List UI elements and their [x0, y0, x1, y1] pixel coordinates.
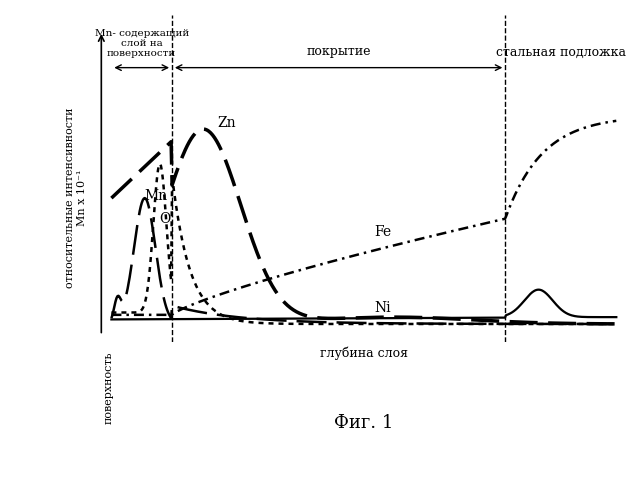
- Line: Mn: Mn: [111, 198, 616, 324]
- Line: Fe: Fe: [111, 121, 616, 315]
- Text: глубина слоя: глубина слоя: [320, 347, 408, 360]
- O: [382, 321, 390, 327]
- Text: Fe: Fe: [374, 226, 391, 239]
- Mn: [612, 321, 620, 327]
- Line: O: O: [111, 164, 616, 324]
- Zn: [601, 321, 609, 327]
- Mn: [601, 321, 609, 327]
- O: [601, 321, 609, 327]
- Fe: [381, 244, 388, 250]
- Ni: [347, 316, 355, 322]
- Text: O: O: [159, 212, 171, 226]
- Text: поверхность: поверхность: [104, 352, 114, 424]
- Ni: [408, 315, 416, 321]
- Text: покрытие: покрытие: [307, 46, 371, 59]
- O: [348, 321, 356, 327]
- Text: относительные интенсивности
Mn x 10⁻¹: относительные интенсивности Mn x 10⁻¹: [65, 108, 87, 288]
- Zn: [200, 126, 207, 132]
- Fe: [408, 238, 416, 244]
- Fe: [612, 118, 620, 124]
- Line: Ni: Ni: [111, 290, 616, 320]
- O: [612, 321, 620, 327]
- Mn: [409, 320, 417, 326]
- Text: Фиг. 1: Фиг. 1: [334, 414, 393, 432]
- Fe: [522, 172, 529, 178]
- Ni: [522, 296, 529, 302]
- Text: Zn: Zn: [218, 116, 236, 130]
- Zn: [382, 314, 390, 320]
- O: [108, 310, 115, 316]
- Text: Ni: Ni: [374, 301, 390, 315]
- Mn: [108, 315, 115, 321]
- Fe: [350, 252, 358, 258]
- Mn: [352, 320, 359, 326]
- Zn: [612, 321, 620, 327]
- Zn: [409, 314, 417, 320]
- Text: Mn: Mn: [144, 189, 167, 203]
- Mn: [522, 321, 530, 327]
- Zn: [522, 320, 530, 326]
- Ni: [350, 316, 358, 322]
- Mn: [141, 195, 149, 201]
- O: [156, 161, 164, 167]
- Ni: [108, 316, 115, 322]
- Fe: [347, 254, 355, 260]
- Zn: [352, 315, 359, 321]
- O: [352, 321, 359, 327]
- Fe: [108, 312, 115, 318]
- Text: стальная подложка: стальная подложка: [496, 46, 626, 59]
- Ni: [381, 315, 388, 321]
- Mn: [348, 320, 356, 326]
- Ni: [601, 314, 609, 320]
- Mn: [382, 320, 390, 326]
- Ni: [612, 314, 620, 320]
- Zn: [348, 315, 356, 321]
- O: [522, 321, 530, 327]
- O: [409, 321, 417, 327]
- Text: Mn- содержащий
слой на
поверхности: Mn- содержащий слой на поверхности: [95, 28, 189, 58]
- Zn: [108, 195, 115, 201]
- Ni: [535, 286, 542, 292]
- Fe: [600, 120, 608, 126]
- Line: Zn: Zn: [111, 129, 616, 324]
